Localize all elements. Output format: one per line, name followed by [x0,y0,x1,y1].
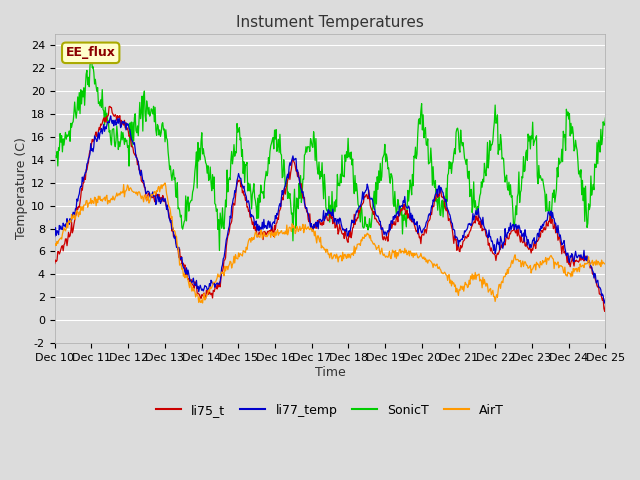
SonicT [216,248,223,253]
li75_t [106,104,114,109]
AirT [204,290,212,296]
li77_temp [61,223,68,229]
SonicT [399,231,406,237]
Line: li75_t: li75_t [55,107,605,312]
Text: EE_flux: EE_flux [66,46,116,60]
SonicT [87,54,95,60]
li77_temp [602,296,609,302]
li75_t [398,208,406,214]
li75_t [118,121,126,127]
li75_t [61,241,68,247]
li77_temp [107,113,115,119]
SonicT [415,118,422,123]
AirT [399,248,406,254]
AirT [161,180,169,186]
SonicT [51,155,59,160]
SonicT [602,115,609,121]
Line: AirT: AirT [55,183,605,303]
AirT [415,255,422,261]
li77_temp [174,247,182,252]
AirT [61,227,68,233]
Line: SonicT: SonicT [55,57,605,251]
li75_t [174,247,182,252]
li75_t [601,309,609,314]
li75_t [204,290,211,296]
AirT [51,243,59,249]
li75_t [51,261,59,266]
li77_temp [601,300,609,306]
li77_temp [204,287,211,292]
li75_t [414,231,422,237]
li77_temp [414,230,422,236]
SonicT [204,170,211,176]
SonicT [118,137,126,143]
AirT [174,245,182,251]
X-axis label: Time: Time [315,365,346,379]
li77_temp [118,119,126,125]
SonicT [61,135,68,141]
Legend: li75_t, li77_temp, SonicT, AirT: li75_t, li77_temp, SonicT, AirT [151,399,509,422]
li75_t [602,303,609,309]
Title: Instument Temperatures: Instument Temperatures [236,15,424,30]
SonicT [174,206,182,212]
AirT [199,300,207,306]
li77_temp [51,234,59,240]
li77_temp [398,203,406,208]
Line: li77_temp: li77_temp [55,116,605,303]
AirT [118,190,125,196]
AirT [602,261,609,267]
Y-axis label: Temperature (C): Temperature (C) [15,138,28,240]
